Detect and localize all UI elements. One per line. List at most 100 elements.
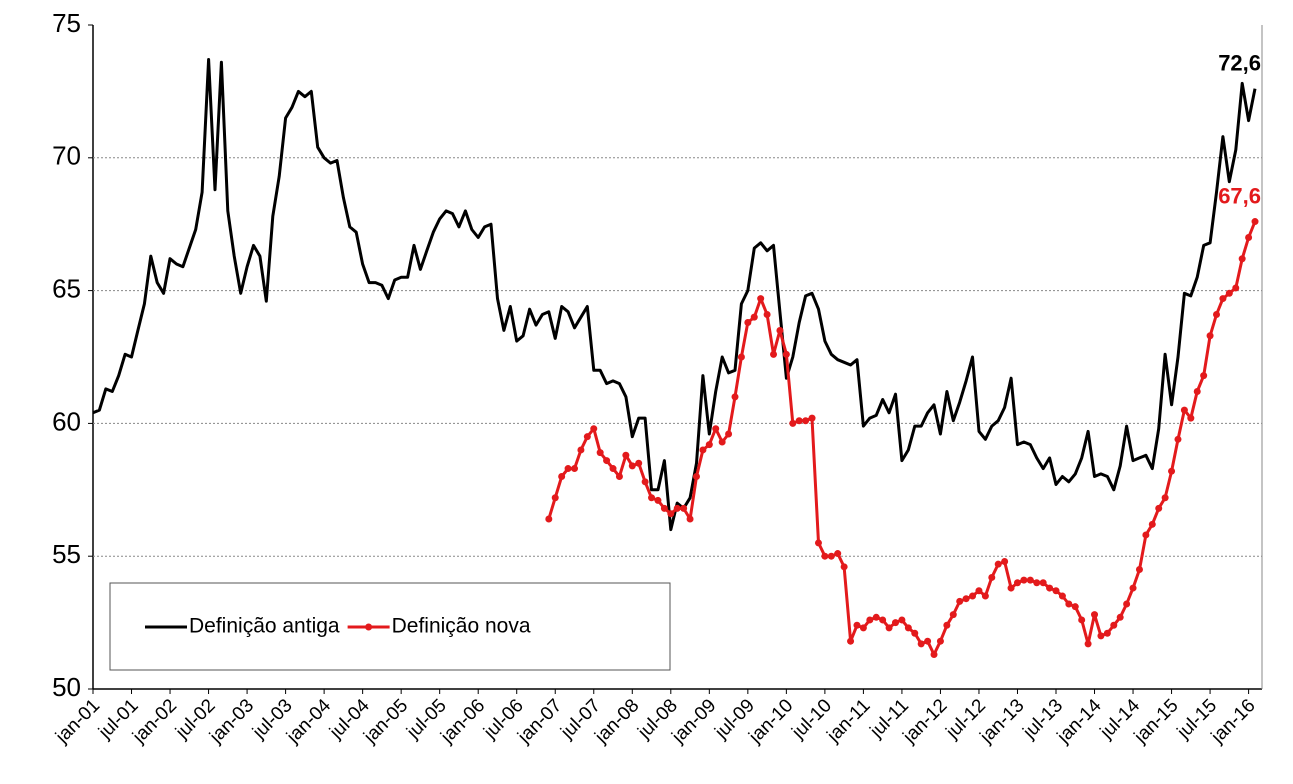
data-point [1148,520,1156,528]
y-tick-label: 60 [52,406,81,436]
x-tick-label: jan-02 [128,695,181,748]
data-point [872,613,880,621]
x-tick-label: jan-08 [590,695,643,748]
data-point [1091,611,1099,619]
data-point [673,504,681,512]
data-point [1013,579,1021,587]
data-point [545,515,553,523]
data-point [1052,587,1060,595]
data-point [628,462,636,470]
data-point [1206,332,1214,340]
data-point [969,592,977,600]
data-point [757,295,765,303]
data-point [1007,584,1015,592]
x-tick-label: jan-15 [1130,695,1183,748]
y-tick-label: 75 [52,8,81,38]
data-label: 72,6 [1218,51,1261,76]
data-point [911,629,919,637]
data-point [885,624,893,632]
data-point [763,311,771,319]
data-point [802,417,810,425]
data-point [1180,406,1188,414]
data-point [1245,233,1253,241]
data-point [725,430,733,438]
data-point [1039,579,1047,587]
legend-marker [365,623,373,631]
x-tick-label: jan-11 [823,695,875,747]
data-point [917,640,925,648]
x-tick-label: jan-01 [51,695,104,748]
data-point [648,494,656,502]
data-point [667,510,675,518]
data-point [1071,603,1079,611]
data-point [1155,504,1163,512]
x-tick-label: jan-10 [745,695,798,748]
data-point [1058,592,1066,600]
data-label: 67,6 [1218,183,1261,208]
data-point [892,619,899,627]
x-tick-label: jan-04 [282,695,335,748]
data-point [840,563,848,571]
data-point [898,616,906,624]
data-point [949,611,957,619]
x-tick-label: jan-07 [513,695,566,748]
data-point [577,446,585,454]
data-point [904,624,912,632]
data-point [744,318,752,326]
data-point [705,441,713,449]
data-point [866,616,874,624]
data-point [1251,218,1259,226]
data-point [827,552,835,560]
data-point [776,326,784,334]
data-point [834,550,842,558]
data-point [1168,467,1176,475]
data-point [737,353,745,361]
data-point [930,650,938,658]
data-point [551,494,559,502]
data-point [558,473,566,481]
y-tick-label: 70 [52,141,81,171]
data-point [571,465,578,473]
data-point [641,478,649,486]
data-point [1078,616,1086,624]
data-point [699,446,707,454]
data-point [1103,629,1111,637]
data-point [1123,600,1131,608]
data-point [1020,576,1028,584]
data-point [853,621,861,629]
legend-label: Definição nova [392,615,531,638]
data-point [795,417,803,425]
data-point [1097,632,1105,640]
data-point [615,473,623,481]
data-point [814,539,822,547]
series-line [92,58,1257,532]
data-point [1110,621,1118,629]
x-tick-label: jan-05 [359,695,412,748]
data-point [859,624,867,632]
data-point [1135,565,1143,573]
data-point [1116,613,1124,621]
x-tick-label: jan-14 [1053,695,1106,748]
data-point [770,350,778,358]
data-point [750,313,758,321]
data-point [712,425,720,433]
data-point [1026,576,1034,584]
data-point [975,587,983,595]
data-point [1193,388,1201,396]
x-tick-label: jan-16 [1207,695,1260,748]
data-point [1129,584,1137,592]
y-tick-label: 50 [52,672,81,702]
data-point [1200,372,1208,380]
data-point [988,573,996,581]
data-point [590,425,598,433]
data-point [603,457,611,465]
data-point [583,433,591,441]
data-point [1232,284,1240,292]
data-point [680,504,688,512]
x-tick-label: jan-03 [205,695,258,748]
y-tick-label: 65 [52,273,81,303]
data-point [956,597,964,605]
legend-box [109,582,671,671]
x-tick-label: jan-06 [436,695,489,748]
data-point [994,560,1002,568]
